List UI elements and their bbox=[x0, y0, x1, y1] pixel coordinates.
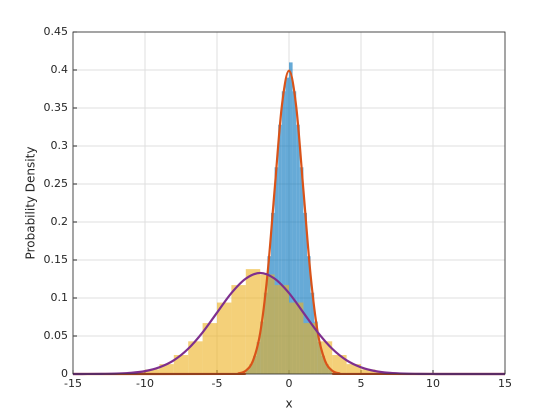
y-tick-label: 0.1 bbox=[51, 291, 69, 304]
histogram-bar bbox=[188, 341, 203, 374]
histogram-bar bbox=[274, 285, 289, 374]
histogram-bar bbox=[303, 212, 307, 374]
histogram-bar bbox=[292, 91, 297, 374]
histogram-bar bbox=[289, 302, 304, 374]
x-tick-label: 15 bbox=[498, 377, 512, 390]
x-tick-label: -10 bbox=[136, 377, 154, 390]
histogram-bar bbox=[361, 369, 376, 374]
histogram-bar bbox=[289, 62, 293, 375]
x-tick-label: 5 bbox=[358, 377, 365, 390]
y-axis-label: Probability Density bbox=[24, 147, 38, 260]
x-tick-label: 10 bbox=[426, 377, 440, 390]
histogram-bar bbox=[299, 167, 304, 374]
y-tick-label: 0.45 bbox=[44, 25, 69, 38]
y-tick-label: 0.35 bbox=[44, 101, 69, 114]
histogram-bar bbox=[303, 323, 318, 374]
histogram-bar bbox=[159, 364, 174, 374]
histogram-bar bbox=[332, 355, 347, 374]
x-tick-label: -5 bbox=[212, 377, 223, 390]
histogram-bar bbox=[307, 256, 311, 374]
y-tick-label: 0.4 bbox=[51, 63, 69, 76]
histogram-bar bbox=[346, 364, 361, 374]
axes-box bbox=[72, 31, 506, 375]
y-tick-label: 0.15 bbox=[44, 253, 69, 266]
histogram-bar bbox=[217, 302, 232, 374]
histogram-bar bbox=[274, 167, 279, 374]
histogram-bar bbox=[278, 124, 282, 374]
histogram-bar bbox=[281, 91, 286, 374]
fit-line bbox=[72, 271, 506, 376]
y-tick-label: 0.3 bbox=[51, 139, 69, 152]
histogram-bar bbox=[202, 323, 217, 374]
histogram-bar bbox=[231, 285, 246, 374]
histogram-bar bbox=[173, 355, 189, 374]
x-axis-label: x bbox=[285, 397, 292, 411]
histogram-bar bbox=[285, 77, 289, 374]
x-tick-label: 0 bbox=[286, 377, 293, 390]
y-tick-label: 0 bbox=[61, 367, 68, 380]
histogram-bar bbox=[145, 369, 160, 374]
y-tick-label: 0.05 bbox=[44, 329, 69, 342]
histogram-bar bbox=[296, 124, 300, 374]
y-tick-label: 0.25 bbox=[44, 177, 69, 190]
fit-line bbox=[72, 69, 506, 376]
y-tick-label: 0.2 bbox=[51, 215, 69, 228]
x-tick-label: -15 bbox=[64, 377, 82, 390]
